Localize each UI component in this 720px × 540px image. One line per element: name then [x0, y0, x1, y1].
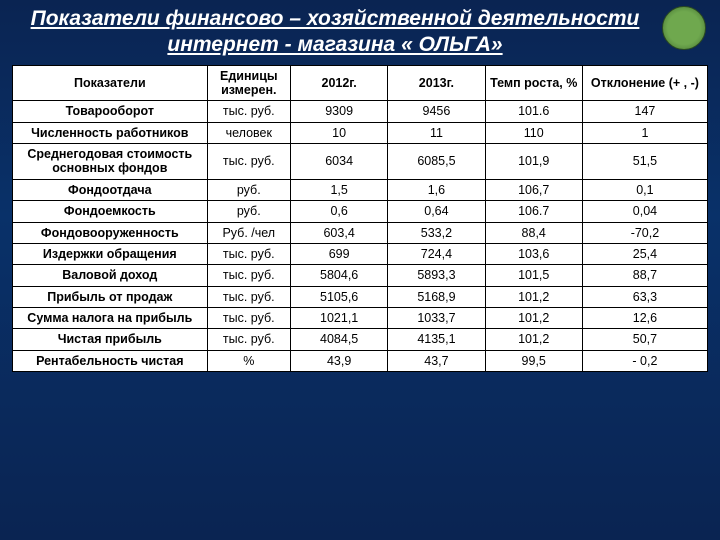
- value-cell: тыс. руб.: [207, 308, 290, 329]
- col-header: Показатели: [13, 65, 208, 101]
- value-cell: 63,3: [582, 286, 707, 307]
- indicator-cell: Численность работников: [13, 122, 208, 143]
- col-header: Отклонение (+ , -): [582, 65, 707, 101]
- value-cell: 101,5: [485, 265, 582, 286]
- value-cell: 9456: [388, 101, 485, 122]
- value-cell: 5168,9: [388, 286, 485, 307]
- indicator-cell: Валовой доход: [13, 265, 208, 286]
- value-cell: 724,4: [388, 243, 485, 264]
- indicator-cell: Сумма налога на прибыль: [13, 308, 208, 329]
- table-row: Фондоотдачаруб.1,51,6106,70,1: [13, 179, 708, 200]
- value-cell: 12,6: [582, 308, 707, 329]
- value-cell: 11: [388, 122, 485, 143]
- table-row: Сумма налога на прибыльтыс. руб.1021,110…: [13, 308, 708, 329]
- value-cell: 88,4: [485, 222, 582, 243]
- table-row: Прибыль от продажтыс. руб.5105,65168,910…: [13, 286, 708, 307]
- value-cell: 43,7: [388, 350, 485, 371]
- value-cell: 0,64: [388, 201, 485, 222]
- table-row: Рентабельность чистая%43,943,799,5- 0,2: [13, 350, 708, 371]
- value-cell: 110: [485, 122, 582, 143]
- value-cell: руб.: [207, 201, 290, 222]
- value-cell: 101,2: [485, 329, 582, 350]
- table-row: ФондовооруженностьРуб. /чел603,4533,288,…: [13, 222, 708, 243]
- value-cell: руб.: [207, 179, 290, 200]
- value-cell: тыс. руб.: [207, 329, 290, 350]
- value-cell: тыс. руб.: [207, 144, 290, 180]
- value-cell: 103,6: [485, 243, 582, 264]
- value-cell: 603,4: [290, 222, 387, 243]
- value-cell: 25,4: [582, 243, 707, 264]
- value-cell: 4135,1: [388, 329, 485, 350]
- indicator-cell: Издержки обращения: [13, 243, 208, 264]
- indicator-cell: Прибыль от продаж: [13, 286, 208, 307]
- indicator-cell: Рентабельность чистая: [13, 350, 208, 371]
- table-row: Чистая прибыльтыс. руб.4084,54135,1101,2…: [13, 329, 708, 350]
- table-row: Валовой доходтыс. руб.5804,65893,3101,58…: [13, 265, 708, 286]
- value-cell: 6085,5: [388, 144, 485, 180]
- value-cell: - 0,2: [582, 350, 707, 371]
- value-cell: 101.6: [485, 101, 582, 122]
- value-cell: тыс. руб.: [207, 101, 290, 122]
- value-cell: тыс. руб.: [207, 286, 290, 307]
- value-cell: 4084,5: [290, 329, 387, 350]
- indicator-cell: Фондоемкость: [13, 201, 208, 222]
- value-cell: 1033,7: [388, 308, 485, 329]
- value-cell: тыс. руб.: [207, 265, 290, 286]
- value-cell: 699: [290, 243, 387, 264]
- value-cell: 147: [582, 101, 707, 122]
- value-cell: 1,6: [388, 179, 485, 200]
- value-cell: 50,7: [582, 329, 707, 350]
- value-cell: 5804,6: [290, 265, 387, 286]
- value-cell: 5105,6: [290, 286, 387, 307]
- value-cell: %: [207, 350, 290, 371]
- value-cell: человек: [207, 122, 290, 143]
- logo-badge: [662, 6, 706, 50]
- value-cell: 10: [290, 122, 387, 143]
- value-cell: 0,6: [290, 201, 387, 222]
- value-cell: 6034: [290, 144, 387, 180]
- table-row: Товарообороттыс. руб.93099456101.6147: [13, 101, 708, 122]
- value-cell: 51,5: [582, 144, 707, 180]
- value-cell: 101,2: [485, 286, 582, 307]
- value-cell: Руб. /чел: [207, 222, 290, 243]
- value-cell: 43,9: [290, 350, 387, 371]
- col-header: 2013г.: [388, 65, 485, 101]
- indicator-cell: Товарооборот: [13, 101, 208, 122]
- col-header: Темп роста, %: [485, 65, 582, 101]
- value-cell: 0,1: [582, 179, 707, 200]
- financial-table: Показатели Единицы измерен. 2012г. 2013г…: [12, 65, 708, 373]
- indicator-cell: Чистая прибыль: [13, 329, 208, 350]
- slide-root: Показатели финансово – хозяйственной дея…: [0, 0, 720, 540]
- table-row: Численность работниковчеловек10111101: [13, 122, 708, 143]
- table-row: Среднегодовая стоимость основных фондовт…: [13, 144, 708, 180]
- table-row: Фондоемкостьруб.0,60,64106.70,04: [13, 201, 708, 222]
- table-row: Издержки обращениятыс. руб.699724,4103,6…: [13, 243, 708, 264]
- slide-title: Показатели финансово – хозяйственной дея…: [12, 6, 658, 59]
- table-header-row: Показатели Единицы измерен. 2012г. 2013г…: [13, 65, 708, 101]
- value-cell: 88,7: [582, 265, 707, 286]
- value-cell: 5893,3: [388, 265, 485, 286]
- value-cell: 99,5: [485, 350, 582, 371]
- value-cell: 9309: [290, 101, 387, 122]
- indicator-cell: Фондовооруженность: [13, 222, 208, 243]
- value-cell: 1: [582, 122, 707, 143]
- col-header: Единицы измерен.: [207, 65, 290, 101]
- value-cell: 1021,1: [290, 308, 387, 329]
- value-cell: 106.7: [485, 201, 582, 222]
- table-body: Товарообороттыс. руб.93099456101.6147Чис…: [13, 101, 708, 372]
- value-cell: 106,7: [485, 179, 582, 200]
- value-cell: тыс. руб.: [207, 243, 290, 264]
- value-cell: 533,2: [388, 222, 485, 243]
- value-cell: -70,2: [582, 222, 707, 243]
- value-cell: 101,9: [485, 144, 582, 180]
- value-cell: 101,2: [485, 308, 582, 329]
- value-cell: 0,04: [582, 201, 707, 222]
- indicator-cell: Фондоотдача: [13, 179, 208, 200]
- col-header: 2012г.: [290, 65, 387, 101]
- indicator-cell: Среднегодовая стоимость основных фондов: [13, 144, 208, 180]
- value-cell: 1,5: [290, 179, 387, 200]
